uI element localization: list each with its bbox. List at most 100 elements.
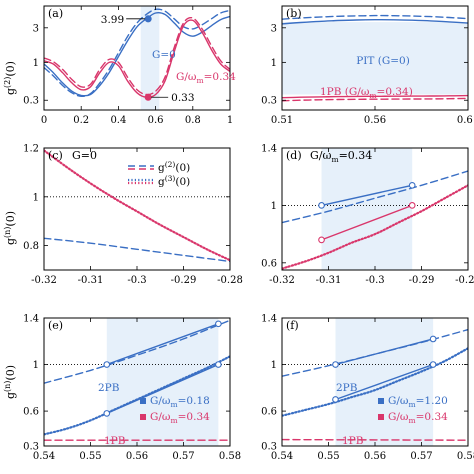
y-label-arg: (0)	[4, 365, 17, 381]
panel-title-main: G/ω	[310, 149, 331, 162]
y-tick-label: 3	[271, 23, 277, 34]
plot-area	[282, 318, 468, 446]
plot-area	[282, 148, 468, 270]
y-tick-label: 0.6	[261, 258, 277, 269]
data-point-2	[408, 181, 416, 189]
panel-d: -0.32 -0.31 -0.3 -0.29 -0.28 0.6 1 1.4 (d) G/ωm=0…	[261, 144, 474, 287]
series-label-1pb-sub: m	[369, 91, 376, 100]
series-line-2	[320, 184, 413, 207]
data-point-4	[429, 361, 437, 368]
panel-label: (f)	[286, 319, 299, 332]
series-line-3	[282, 347, 468, 417]
legend-label-part-1: g	[158, 176, 165, 188]
x-tick-label: -0.28	[217, 275, 243, 286]
x-tick-label: 0.54	[33, 451, 55, 462]
legend-label-2-sub: m	[171, 416, 178, 425]
y-axis-label-bottom: g(n)(0)	[3, 365, 17, 399]
y-tick-label: 0.3	[261, 96, 277, 107]
series-line-2	[334, 338, 434, 366]
y-axis-label-top: g(2)(0)	[3, 61, 17, 95]
legend-swatch-1	[140, 398, 146, 404]
data-point-2	[144, 93, 152, 101]
x-tick-label: 0.6	[148, 115, 164, 126]
series-label-g034-tail: =0.34	[204, 71, 236, 83]
legend-label-2: g(3)(0)	[158, 174, 190, 188]
legend-label-part-3: (0)	[175, 176, 190, 188]
legend-label-part-2: (2)	[165, 160, 176, 169]
panel-label: (c)	[48, 149, 63, 162]
y-label-g: g	[4, 88, 17, 95]
y-tick-label: 1.2	[23, 144, 39, 155]
x-tick-label: 0.61	[457, 115, 474, 126]
series-line-2	[44, 8, 230, 98]
series-line-5	[282, 438, 468, 441]
y-label-arg: (0)	[4, 211, 17, 227]
series-line-1	[282, 170, 468, 224]
region-label-1pb: 1PB	[342, 435, 364, 447]
y-tick-label: 1	[33, 192, 39, 203]
shaded-band	[282, 22, 468, 95]
panel-label: (d)	[286, 149, 302, 162]
legend-swatch-1	[378, 398, 384, 404]
shaded-region	[140, 6, 160, 110]
panel-f: 0.54 0.55 0.56 0.57 0.58 0.3 0.6 1 1.4 (f) 2PB 1PB G…	[261, 314, 474, 463]
legend-label-2-tail: =0.34	[178, 411, 210, 423]
y-tick-label: 0.3	[23, 96, 39, 107]
legend-label-1-tail: =0.18	[178, 395, 210, 407]
legend-swatch-2	[140, 414, 146, 420]
y-label-sup: (2)	[3, 77, 12, 88]
y-label-arg: (0)	[4, 61, 17, 77]
series-line-3	[282, 94, 468, 99]
legend-label-2-main: G/ω	[388, 411, 409, 423]
panel-label: (b)	[286, 7, 302, 20]
legend-label-2-sub: m	[409, 416, 416, 425]
series-label-g034-main: G/ω	[176, 71, 197, 83]
panel-title-tail: =0.34	[339, 149, 373, 162]
data-point-3	[318, 236, 325, 244]
series-line-1	[44, 319, 230, 384]
x-tick-label: 0.57	[172, 451, 194, 462]
series-label-g034-sub: m	[197, 76, 204, 85]
series-line-4	[106, 363, 220, 415]
y-tick-label: 0.6	[23, 407, 39, 418]
y-tick-label: 1	[271, 360, 277, 371]
y-label-g: g	[4, 392, 17, 399]
data-point-3	[103, 410, 111, 417]
x-tick-label: 0.57	[410, 451, 432, 462]
value-label-min: 0.33	[171, 92, 194, 104]
legend-label-1-sub: m	[409, 400, 416, 409]
y-tick-label: 1.4	[261, 144, 277, 155]
x-tick-label: 0.8	[185, 115, 201, 126]
data-point-4	[215, 361, 222, 368]
data-point-2	[215, 320, 222, 328]
x-tick-label: 0.58	[219, 451, 241, 462]
y-tick-label: 1	[271, 58, 277, 69]
x-tick-label: -0.32	[31, 275, 57, 286]
legend-label-part-1: g	[158, 162, 165, 174]
y-tick-label: 1	[33, 360, 39, 371]
series-line-3	[44, 19, 230, 98]
x-tick-label: -0.3	[127, 275, 146, 286]
y-tick-label: 0.8	[23, 241, 39, 252]
panel-a: 0 0.2 0.4 0.6 0.8 1 0.3 1 3 (a) 3.99 0.33 G=0G/ωm=0.…	[23, 5, 236, 126]
region-label-2pb: 2PB	[98, 382, 120, 394]
legend-label-1: g(2)(0)	[158, 160, 190, 174]
data-point-1	[144, 15, 152, 23]
series-line-2	[44, 149, 230, 262]
series-line-1	[44, 237, 230, 263]
x-tick-label: -0.29	[171, 275, 197, 286]
plot-frame	[43, 5, 231, 111]
series-label-g034: G/ωm=0.34	[176, 71, 236, 85]
series-label-1pb-tail: =0.34)	[377, 86, 413, 98]
y-axis-label-middle: g(n)(0)	[3, 211, 17, 245]
plot-area	[44, 149, 230, 263]
data-point-1	[318, 202, 325, 209]
y-tick-label: 1.4	[23, 314, 39, 325]
panel-b: 0.51 0.56 0.61 0.3 1 3 (b) PIT (G=0) 1PB (G/ωm=0…	[261, 5, 474, 126]
region-label-2pb: 2PB	[336, 382, 358, 394]
series-label-pit: PIT (G=0)	[356, 55, 410, 67]
legend-label-1-main: G/ω	[388, 395, 409, 407]
data-point-1	[332, 361, 339, 368]
x-tick-label: -0.31	[316, 275, 342, 286]
